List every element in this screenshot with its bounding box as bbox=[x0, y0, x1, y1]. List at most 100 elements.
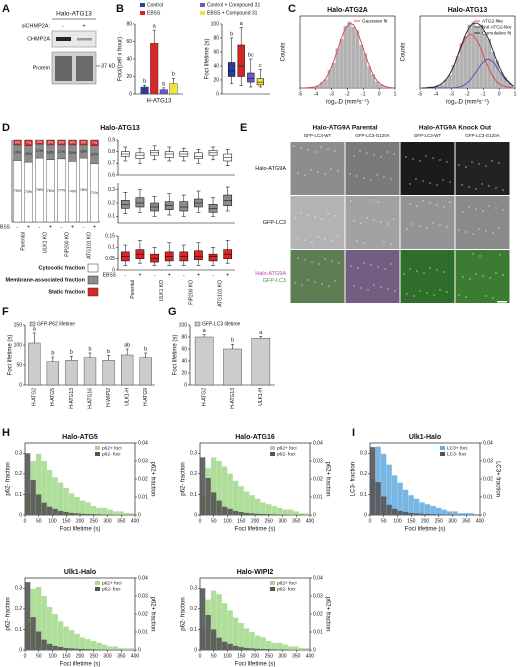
y-tick-label: 0 bbox=[19, 647, 22, 653]
histogram-bar bbox=[408, 495, 414, 515]
histogram-bar bbox=[74, 633, 80, 650]
histogram-bar bbox=[238, 623, 244, 650]
x-tick-label: 50 bbox=[381, 518, 387, 524]
speckle bbox=[502, 209, 504, 211]
histogram-bar bbox=[244, 491, 250, 515]
x-tick-label: -3 bbox=[329, 91, 334, 97]
legend-label: p62+ foci bbox=[277, 445, 297, 451]
y-tick-label: 0 bbox=[19, 382, 22, 388]
bar bbox=[140, 86, 149, 95]
histogram-bar bbox=[430, 506, 436, 515]
box bbox=[164, 151, 174, 158]
speckle bbox=[409, 268, 411, 270]
legend-swatch bbox=[270, 587, 275, 591]
error-bar bbox=[51, 356, 55, 362]
y-tick-label: 0.2 bbox=[15, 471, 22, 477]
value-label: 6% bbox=[48, 140, 54, 144]
histogram-bar bbox=[36, 631, 42, 650]
histogram-bar bbox=[96, 642, 102, 650]
histogram-bar bbox=[441, 509, 447, 515]
y-tick-label: 20 bbox=[181, 370, 187, 376]
significance-letter: a bbox=[153, 24, 157, 30]
legend-label: ATG2-like bbox=[482, 18, 503, 24]
y-tick-label: 60 bbox=[126, 39, 132, 45]
legend-label: p62+ foci bbox=[277, 580, 297, 586]
legend-label: Cytosolic fraction bbox=[39, 265, 86, 271]
x-tick-label: 250 bbox=[265, 518, 274, 524]
x-tick-label: 0 bbox=[378, 91, 381, 97]
speckle bbox=[465, 296, 467, 298]
histogram-bar bbox=[425, 513, 431, 515]
value-label: 20% bbox=[25, 152, 33, 156]
histogram-bar bbox=[91, 649, 97, 650]
histogram-bar bbox=[403, 511, 409, 515]
x-tick-label: H-WIPI2 bbox=[106, 388, 112, 407]
speckle bbox=[300, 147, 302, 149]
fit-curve bbox=[301, 22, 394, 89]
speckle bbox=[338, 262, 340, 264]
speckle bbox=[502, 189, 504, 191]
value-label: 6% bbox=[70, 140, 76, 144]
histogram-bar bbox=[452, 511, 458, 515]
y-tick-label: 0 bbox=[184, 382, 187, 388]
speckle bbox=[301, 284, 303, 286]
speckle bbox=[439, 289, 441, 291]
value-label: 17% bbox=[36, 149, 44, 153]
panel-letter: A bbox=[2, 3, 10, 15]
histogram-bar bbox=[260, 502, 266, 515]
speckle bbox=[439, 159, 441, 161]
blot-lane bbox=[55, 56, 72, 81]
speckle bbox=[436, 184, 438, 186]
histogram-bar bbox=[397, 510, 403, 515]
legend-swatch bbox=[87, 287, 99, 297]
y-axis-label: p62- fraction bbox=[181, 462, 187, 495]
significance-letter: a bbox=[203, 328, 207, 334]
bar bbox=[102, 360, 115, 386]
x-tick-label: H-ATG13 bbox=[147, 99, 173, 105]
histogram-bar bbox=[80, 500, 86, 515]
x-tick-label: + bbox=[168, 272, 171, 278]
x-tick-label: H-ATG9 bbox=[143, 388, 149, 406]
speckle bbox=[314, 281, 316, 283]
value-label: 7% bbox=[26, 141, 32, 145]
axis-line bbox=[117, 183, 235, 224]
y-tick-label: 100 bbox=[211, 21, 220, 27]
y2-tick-label: 0.01 bbox=[313, 494, 323, 500]
box bbox=[194, 152, 203, 159]
x-tick-label: 0 bbox=[369, 518, 372, 524]
histogram-bar bbox=[25, 582, 31, 650]
x-tick-label: -5 bbox=[298, 91, 303, 97]
speckle bbox=[297, 257, 299, 259]
speckle bbox=[334, 215, 336, 217]
chart-title: Halo-ATG13 bbox=[100, 125, 140, 132]
box bbox=[256, 78, 265, 86]
histogram-bar bbox=[319, 82, 324, 88]
column-header: GFP-LC3-WT bbox=[414, 133, 442, 138]
panel-letter: C bbox=[288, 3, 296, 15]
histogram-bar bbox=[52, 645, 58, 650]
legend-label: GFP-P62 lifetime bbox=[37, 321, 75, 327]
y2-tick-label: 0.02 bbox=[313, 476, 323, 482]
y-tick-label: 0.1 bbox=[190, 627, 197, 633]
histogram-bar bbox=[435, 85, 440, 88]
speckle bbox=[328, 285, 330, 287]
x-tick-label: 350 bbox=[117, 653, 126, 659]
value-label: 6% bbox=[15, 140, 21, 144]
speckle bbox=[386, 151, 388, 153]
histogram-bar bbox=[455, 56, 460, 88]
value-label: 6% bbox=[59, 140, 65, 144]
micrograph bbox=[455, 250, 510, 303]
speckle bbox=[436, 204, 438, 206]
legend-swatch bbox=[87, 263, 99, 273]
y-tick-label: 0 bbox=[19, 512, 22, 518]
bar bbox=[83, 357, 97, 386]
legend-swatch bbox=[95, 587, 100, 591]
x-tick-label: 1 bbox=[514, 91, 517, 97]
y-tick-label: 0.1 bbox=[15, 627, 22, 633]
group-label: ULK1 KO bbox=[42, 232, 48, 253]
error-bar bbox=[202, 334, 206, 337]
micrograph bbox=[290, 196, 345, 249]
image-grid bbox=[290, 142, 510, 303]
y-tick-label: 80 bbox=[181, 334, 187, 340]
y-tick-label: 0 bbox=[194, 512, 197, 518]
